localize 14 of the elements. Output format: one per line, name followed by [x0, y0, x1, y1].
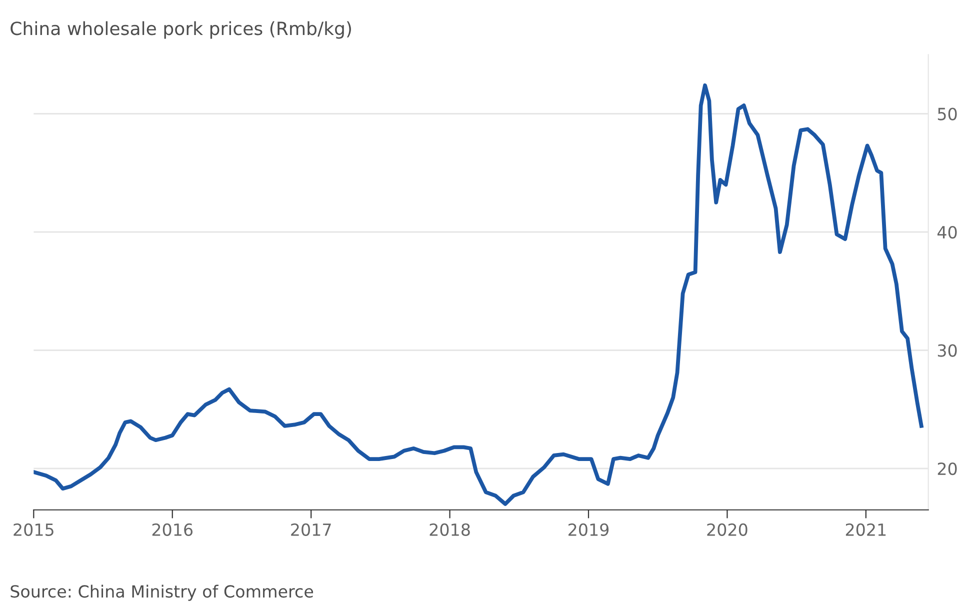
x-tick-label: 2018	[430, 523, 470, 536]
y-tick-label: 40	[937, 226, 957, 239]
line-series	[34, 83, 924, 506]
x-tick-label: 2020	[707, 523, 748, 536]
x-tick-label: 2017	[291, 523, 331, 536]
y-tick-label: 20	[938, 462, 957, 476]
x-tick-label: 2021	[846, 523, 886, 536]
x-tick-label: 2015	[14, 523, 54, 536]
y-tick-label: 30	[938, 344, 957, 357]
chart-title: China wholesale pork prices (Rmb/kg)	[10, 21, 351, 39]
x-tick-label: 2016	[152, 523, 193, 536]
x-tick-label: 2019	[568, 523, 609, 536]
source-note: Source: China Ministry of Commerce	[10, 584, 314, 601]
y-tick-label: 50	[938, 108, 957, 120]
